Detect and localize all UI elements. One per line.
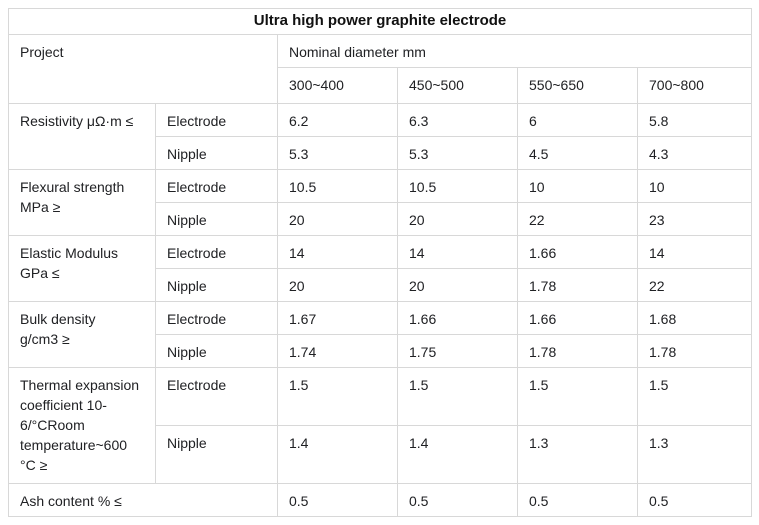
table-row-elastic-nipple: Nipple 20 20 1.78 22: [9, 268, 753, 302]
value-cell: 0.5: [277, 483, 398, 517]
value-cell: 10: [517, 169, 638, 203]
value-cell: 1.4: [277, 425, 398, 484]
property-label-cell: Resistivity μΩ·m ≤: [8, 103, 156, 170]
value-cell: 1.3: [517, 425, 638, 484]
value-cell: 1.5: [517, 367, 638, 426]
table-row-flexural-electrode: Flexural strength MPa ≥ Electrode 10.5 1…: [8, 169, 753, 236]
value-cell: 1.74: [277, 334, 398, 368]
value-cell: 0.5: [397, 483, 518, 517]
part-label-cell: Nipple: [155, 136, 278, 170]
value-cell: 20: [397, 202, 518, 236]
part-label-cell: Nipple: [155, 268, 278, 302]
spec-table: Ultra high power graphite electrode Proj…: [7, 8, 753, 517]
value-cell: 1.4: [397, 425, 518, 484]
diameter-range-row: 300~400 450~500 550~650 700~800: [9, 67, 753, 104]
part-label-cell: Electrode: [155, 103, 278, 137]
value-cell: 1.66: [517, 235, 638, 269]
property-label-cell: Bulk density g/cm3 ≥: [8, 301, 156, 368]
value-cell: 22: [517, 202, 638, 236]
part-label-cell: Electrode: [155, 367, 278, 426]
value-cell: 6: [517, 103, 638, 137]
table-title-row: Ultra high power graphite electrode: [7, 8, 753, 35]
diameter-range-cell: 550~650: [517, 67, 638, 104]
value-cell: 20: [277, 268, 398, 302]
table-row-bulk-electrode: Bulk density g/cm3 ≥ Electrode 1.67 1.66…: [8, 301, 753, 368]
table-title: Ultra high power graphite electrode: [7, 8, 753, 35]
part-label-cell: Electrode: [155, 169, 278, 203]
nominal-diameter-header-cell: Nominal diameter mm: [276, 34, 753, 68]
part-label-cell: Electrode: [155, 301, 278, 335]
part-label-cell: Nipple: [155, 334, 278, 368]
value-cell: 0.5: [517, 483, 638, 517]
value-cell: 1.67: [277, 301, 398, 335]
diameter-range-cell: 300~400: [277, 67, 398, 104]
table-row-resistivity-electrode: Resistivity μΩ·m ≤ Electrode 6.2 6.3 6 5…: [8, 103, 753, 170]
table-row-resistivity-nipple: Nipple 5.3 5.3 4.5 4.3: [9, 136, 753, 170]
value-cell: 10: [636, 169, 753, 203]
property-label-cell: Thermal expansion coefficient 10- 6/°CRo…: [8, 367, 156, 484]
property-label-cell: Elastic Modulus GPa ≤: [8, 235, 156, 302]
ash-content-label-cell: Ash content % ≤: [8, 483, 278, 517]
value-cell: 5.8: [636, 103, 753, 137]
diameter-range-cell: 700~800: [636, 67, 753, 104]
table-header-row: Project Nominal diameter mm: [8, 34, 753, 104]
value-cell: 10.5: [277, 169, 398, 203]
part-label-cell: Electrode: [155, 235, 278, 269]
value-cell: 20: [397, 268, 518, 302]
value-cell: 1.78: [636, 334, 753, 368]
value-cell: 4.3: [636, 136, 753, 170]
value-cell: 1.75: [397, 334, 518, 368]
value-cell: 1.5: [636, 367, 753, 426]
property-label-cell: Flexural strength MPa ≥: [8, 169, 156, 236]
table-row-thermal-electrode: Thermal expansion coefficient 10- 6/°CRo…: [8, 367, 753, 484]
table-row-elastic-electrode: Elastic Modulus GPa ≤ Electrode 14 14 1.…: [8, 235, 753, 302]
value-cell: 14: [397, 235, 518, 269]
value-cell: 23: [636, 202, 753, 236]
value-cell: 1.78: [517, 268, 638, 302]
value-cell: 1.66: [517, 301, 638, 335]
part-label-cell: Nipple: [155, 425, 278, 484]
value-cell: 10.5: [397, 169, 518, 203]
project-header-cell: Project: [8, 34, 278, 104]
value-cell: 5.3: [397, 136, 518, 170]
value-cell: 6.2: [277, 103, 398, 137]
table-row-flexural-nipple: Nipple 20 20 22 23: [9, 202, 753, 236]
value-cell: 6.3: [397, 103, 518, 137]
table-row-ash-content: Ash content % ≤ 0.5 0.5 0.5 0.5: [8, 483, 753, 517]
value-cell: 1.3: [636, 425, 753, 484]
value-cell: 4.5: [517, 136, 638, 170]
part-label-cell: Nipple: [155, 202, 278, 236]
value-cell: 1.5: [397, 367, 518, 426]
value-cell: 0.5: [636, 483, 753, 517]
value-cell: 1.68: [636, 301, 753, 335]
diameter-range-cell: 450~500: [397, 67, 518, 104]
table-row-bulk-nipple: Nipple 1.74 1.75 1.78 1.78: [9, 334, 753, 368]
value-cell: 1.5: [277, 367, 398, 426]
value-cell: 20: [277, 202, 398, 236]
value-cell: 14: [636, 235, 753, 269]
value-cell: 14: [277, 235, 398, 269]
value-cell: 22: [636, 268, 753, 302]
value-cell: 1.66: [397, 301, 518, 335]
table-row-thermal-nipple: Nipple 1.4 1.4 1.3 1.3: [9, 425, 753, 484]
value-cell: 5.3: [277, 136, 398, 170]
value-cell: 1.78: [517, 334, 638, 368]
